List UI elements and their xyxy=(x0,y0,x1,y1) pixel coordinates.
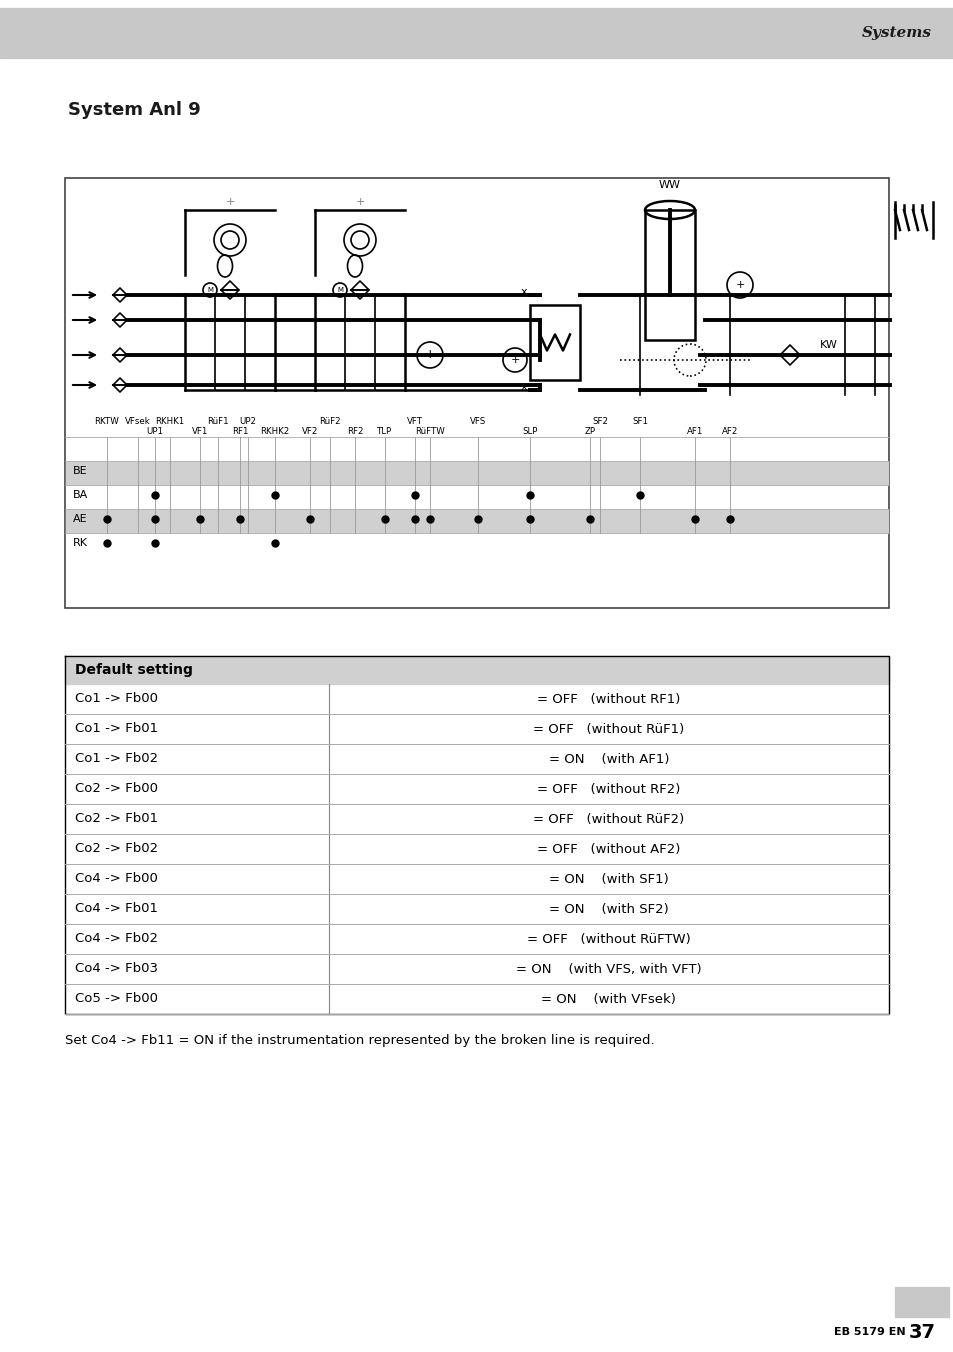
Text: VF1: VF1 xyxy=(192,427,208,435)
Text: Systems: Systems xyxy=(862,26,931,41)
Text: WW: WW xyxy=(659,180,680,191)
Text: RüFTW: RüFTW xyxy=(415,427,444,435)
Text: Co4 -> Fb01: Co4 -> Fb01 xyxy=(75,903,158,915)
Text: KW: KW xyxy=(820,339,837,350)
Text: RKHK2: RKHK2 xyxy=(260,427,290,435)
Text: RKHK1: RKHK1 xyxy=(155,416,185,426)
Text: x: x xyxy=(519,287,526,297)
Text: +: + xyxy=(735,280,744,289)
Text: Co4 -> Fb00: Co4 -> Fb00 xyxy=(75,872,157,886)
Text: Co4 -> Fb03: Co4 -> Fb03 xyxy=(75,963,158,976)
Text: VFS: VFS xyxy=(470,416,486,426)
Text: Default setting: Default setting xyxy=(75,662,193,677)
Text: Co5 -> Fb00: Co5 -> Fb00 xyxy=(75,992,158,1006)
Bar xyxy=(66,462,887,484)
Text: Co2 -> Fb01: Co2 -> Fb01 xyxy=(75,813,158,826)
Text: RK: RK xyxy=(73,538,88,548)
Text: 37: 37 xyxy=(907,1322,935,1341)
Text: TLP: TLP xyxy=(377,427,392,435)
Text: = ON    (with VFS, with VFT): = ON (with VFS, with VFT) xyxy=(516,963,700,976)
Bar xyxy=(65,178,888,608)
Text: EB 5179 EN: EB 5179 EN xyxy=(833,1328,904,1337)
Bar xyxy=(644,210,695,339)
Text: Set Co4 -> Fb11 = ON if the instrumentation represented by the broken line is re: Set Co4 -> Fb11 = ON if the instrumentat… xyxy=(65,1034,654,1046)
Text: Co1 -> Fb00: Co1 -> Fb00 xyxy=(75,692,158,706)
Text: x: x xyxy=(519,383,526,392)
Text: = OFF   (without RF1): = OFF (without RF1) xyxy=(537,692,679,706)
Text: AE: AE xyxy=(73,514,88,525)
Bar xyxy=(65,656,888,684)
Text: = ON    (with SF2): = ON (with SF2) xyxy=(548,903,668,915)
Text: = OFF   (without RüF2): = OFF (without RüF2) xyxy=(533,813,683,826)
Text: = OFF   (without RüF1): = OFF (without RüF1) xyxy=(533,722,683,735)
Text: = ON    (with VFsek): = ON (with VFsek) xyxy=(541,992,676,1006)
Text: ZP: ZP xyxy=(584,427,595,435)
Text: BA: BA xyxy=(73,489,89,500)
Text: = OFF   (without RF2): = OFF (without RF2) xyxy=(537,783,679,795)
Bar xyxy=(66,510,887,531)
Text: +: + xyxy=(424,349,435,361)
Bar xyxy=(0,8,953,58)
Text: = OFF   (without RüFTW): = OFF (without RüFTW) xyxy=(526,933,690,945)
Text: M: M xyxy=(207,287,213,293)
Text: BE: BE xyxy=(73,466,88,476)
Text: = ON    (with SF1): = ON (with SF1) xyxy=(548,872,668,886)
Text: SLP: SLP xyxy=(521,427,537,435)
Text: SF1: SF1 xyxy=(631,416,647,426)
Text: VFsek: VFsek xyxy=(125,416,151,426)
Text: Co1 -> Fb02: Co1 -> Fb02 xyxy=(75,753,158,765)
Text: Co2 -> Fb00: Co2 -> Fb00 xyxy=(75,783,158,795)
Text: = ON    (with AF1): = ON (with AF1) xyxy=(548,753,668,765)
Text: RüF1: RüF1 xyxy=(207,416,229,426)
Text: Co4 -> Fb02: Co4 -> Fb02 xyxy=(75,933,158,945)
Text: Co1 -> Fb01: Co1 -> Fb01 xyxy=(75,722,158,735)
Text: AF1: AF1 xyxy=(686,427,702,435)
Text: SF2: SF2 xyxy=(592,416,607,426)
Text: Co2 -> Fb02: Co2 -> Fb02 xyxy=(75,842,158,856)
Text: RüF2: RüF2 xyxy=(319,416,340,426)
Text: UP1: UP1 xyxy=(147,427,163,435)
Text: M: M xyxy=(336,287,343,293)
Text: +: + xyxy=(510,356,519,365)
Text: VF2: VF2 xyxy=(301,427,318,435)
Text: AF2: AF2 xyxy=(721,427,738,435)
Text: RF1: RF1 xyxy=(232,427,248,435)
Text: RF2: RF2 xyxy=(346,427,363,435)
Text: +: + xyxy=(355,197,364,207)
Text: System Anl 9: System Anl 9 xyxy=(68,101,200,119)
Text: +: + xyxy=(225,197,234,207)
Text: RKTW: RKTW xyxy=(94,416,119,426)
Text: = OFF   (without AF2): = OFF (without AF2) xyxy=(537,842,679,856)
Text: UP2: UP2 xyxy=(239,416,256,426)
Bar xyxy=(894,1287,948,1317)
Bar xyxy=(530,306,579,380)
Text: VFT: VFT xyxy=(407,416,422,426)
